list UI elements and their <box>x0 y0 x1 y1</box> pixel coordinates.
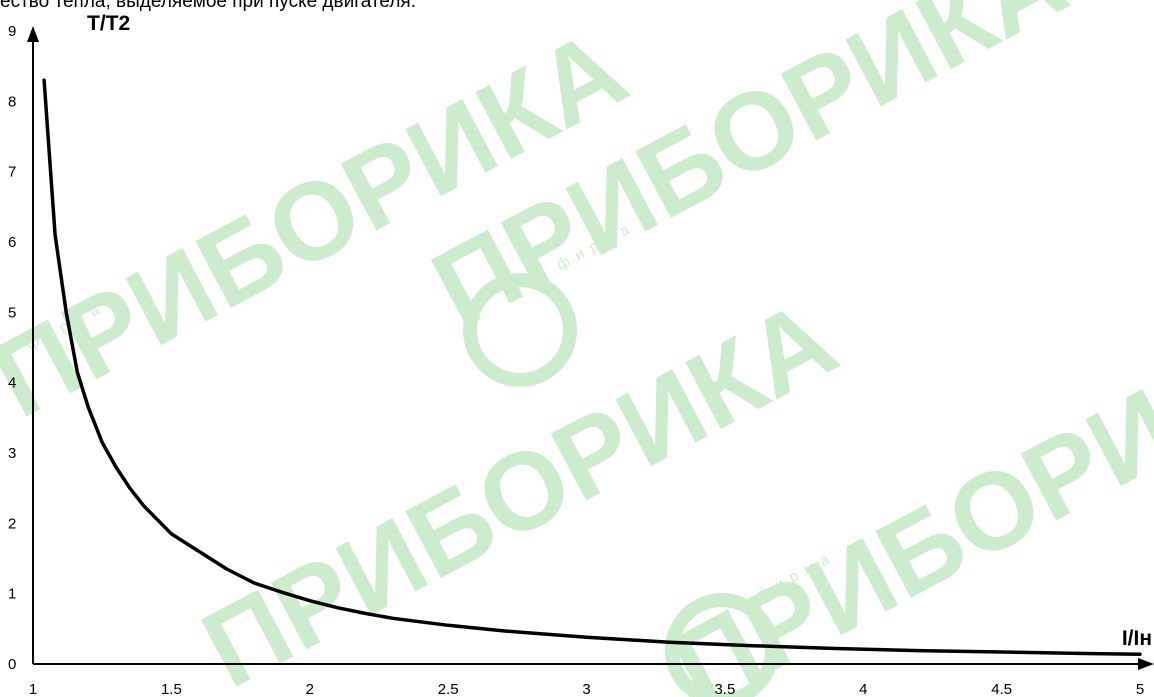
x-tick-label: 3.5 <box>714 681 735 697</box>
y-tick-label: 2 <box>8 515 16 532</box>
y-tick-label: 6 <box>8 234 16 251</box>
x-axis-title: I/Iн <box>1122 627 1152 650</box>
y-tick-label: 5 <box>8 304 16 321</box>
series-line <box>42 78 1142 656</box>
y-tick-labels: 0 1 2 3 4 5 6 7 8 9 <box>8 23 16 673</box>
x-tick-label: 2 <box>306 681 314 697</box>
y-axis-arrow-icon <box>27 26 39 42</box>
y-tick-label: 1 <box>8 586 16 603</box>
x-tick-label: 1 <box>29 681 37 697</box>
x-tick-label: 4.5 <box>991 681 1012 697</box>
y-tick-label: 8 <box>8 93 16 110</box>
x-tick-label: 4 <box>859 681 867 697</box>
y-axis-title: T/T2 <box>87 12 130 35</box>
x-tick-label: 5 <box>1136 681 1144 697</box>
y-tick-label: 7 <box>8 164 16 181</box>
x-tick-label: 2.5 <box>438 681 459 697</box>
x-tick-labels: 1 1.5 2 2.5 3 3.5 4 4.5 5 <box>29 681 1144 697</box>
y-tick-label: 4 <box>8 375 16 392</box>
y-tick-label: 9 <box>8 23 16 40</box>
caption-fragment: ество тепла, выделяемое при пуске двигат… <box>0 0 416 12</box>
series-layer <box>42 78 1142 656</box>
watermark-logo-icon <box>463 273 779 697</box>
y-tick-label: 3 <box>8 445 16 462</box>
x-tick-label: 3 <box>582 681 590 697</box>
x-tick-label: 1.5 <box>161 681 182 697</box>
y-tick-label: 0 <box>8 656 16 673</box>
x-axis-arrow-icon <box>1138 658 1154 670</box>
